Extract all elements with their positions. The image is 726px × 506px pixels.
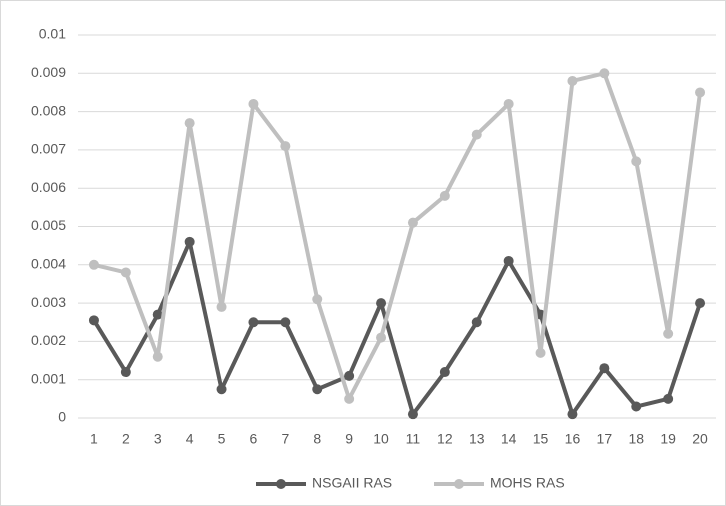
x-tick-label: 17 <box>597 431 613 447</box>
x-tick-label: 11 <box>406 431 421 447</box>
data-point <box>663 328 674 339</box>
data-point <box>631 156 642 167</box>
x-tick-label: 4 <box>186 431 194 447</box>
x-tick-label: 20 <box>692 431 708 447</box>
y-tick-label: 0.01 <box>39 26 66 42</box>
x-tick-label: 12 <box>437 431 453 447</box>
data-point <box>344 393 355 404</box>
x-tick-label: 1 <box>90 431 98 447</box>
data-point <box>152 309 163 320</box>
x-tick-label: 10 <box>373 431 389 447</box>
y-tick-label: 0.002 <box>31 332 66 348</box>
x-tick-label: 18 <box>628 431 644 447</box>
y-tick-label: 0.005 <box>31 217 66 233</box>
data-point <box>663 393 674 404</box>
data-point <box>184 236 195 247</box>
x-tick-label: 3 <box>154 431 162 447</box>
y-tick-label: 0.007 <box>31 141 66 157</box>
data-point <box>471 129 482 140</box>
y-tick-label: 0.001 <box>31 370 66 386</box>
x-tick-label: 7 <box>281 431 289 447</box>
data-point <box>184 118 195 129</box>
legend-marker <box>276 479 286 489</box>
y-tick-label: 0.003 <box>31 294 66 310</box>
data-point <box>407 217 418 228</box>
x-tick-label: 15 <box>533 431 549 447</box>
data-point <box>503 98 514 109</box>
series-line <box>92 239 702 417</box>
x-tick-label: 13 <box>469 431 485 447</box>
data-point <box>248 317 259 328</box>
y-tick-label: 0.006 <box>31 179 66 195</box>
data-point <box>407 409 418 420</box>
data-point <box>312 384 323 395</box>
data-point <box>599 363 610 374</box>
data-point <box>567 409 578 420</box>
data-point <box>567 75 578 86</box>
x-tick-label: 16 <box>565 431 581 447</box>
data-point <box>152 351 163 362</box>
data-point <box>503 255 514 266</box>
data-point <box>376 298 387 309</box>
data-point <box>695 298 706 309</box>
data-point <box>695 87 706 98</box>
x-tick-label: 5 <box>218 431 226 447</box>
data-point <box>344 370 355 381</box>
y-tick-label: 0 <box>58 409 66 425</box>
data-point <box>280 317 291 328</box>
data-point <box>631 401 642 412</box>
legend-label: MOHS RAS <box>490 475 565 491</box>
data-point <box>216 384 227 395</box>
x-tick-label: 9 <box>345 431 353 447</box>
y-tick-label: 0.009 <box>31 64 66 80</box>
data-point <box>88 259 99 270</box>
data-point <box>120 267 131 278</box>
x-tick-label: 2 <box>122 431 130 447</box>
data-point <box>120 367 131 378</box>
x-tick-label: 6 <box>250 431 258 447</box>
x-tick-label: 14 <box>501 431 517 447</box>
series-line <box>93 71 703 401</box>
data-point <box>88 315 99 326</box>
data-point <box>280 141 291 152</box>
data-point <box>599 68 610 79</box>
data-point <box>471 317 482 328</box>
data-point <box>248 98 259 109</box>
x-tick-label: 19 <box>660 431 676 447</box>
data-point <box>312 294 323 305</box>
data-point <box>439 190 450 201</box>
legend-label: NSGAII RAS <box>312 475 392 491</box>
data-point <box>216 301 227 312</box>
y-tick-label: 0.004 <box>31 256 66 272</box>
data-point <box>376 332 387 343</box>
x-tick-label: 8 <box>313 431 321 447</box>
data-point <box>439 367 450 378</box>
legend-marker <box>454 479 464 489</box>
y-tick-label: 0.008 <box>31 102 66 118</box>
data-point <box>535 347 546 358</box>
